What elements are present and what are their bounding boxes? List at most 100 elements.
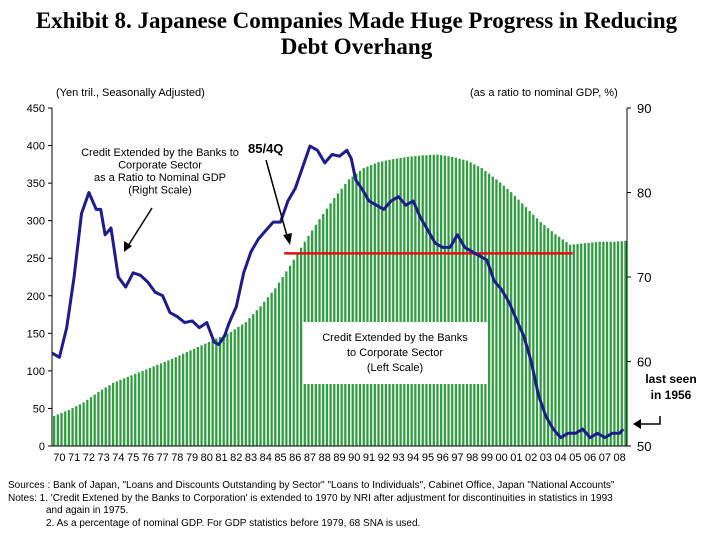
- x-tick-label-6: 76: [142, 452, 154, 464]
- bar-14: [104, 387, 107, 446]
- left-tick-label-7: 350: [27, 178, 45, 190]
- bar-annotation-line-1: to Corporate Sector: [347, 347, 443, 359]
- bar-10: [89, 397, 93, 446]
- x-tick-label-31: 01: [510, 452, 522, 464]
- bar-122: [502, 185, 505, 447]
- bar-9: [86, 399, 89, 446]
- bar-64: [288, 265, 292, 446]
- bar-150: [605, 241, 609, 446]
- bar-55: [255, 310, 259, 446]
- bar-41: [204, 343, 207, 446]
- title-line-1: Exhibit 8. Japanese Companies Made Huge …: [35, 8, 678, 33]
- x-tick-label-35: 05: [569, 452, 581, 464]
- bar-56: [259, 306, 262, 446]
- bar-97: [410, 156, 413, 446]
- bar-21: [130, 375, 133, 446]
- x-tick-label-12: 82: [230, 452, 242, 464]
- bar-8: [82, 402, 85, 446]
- bar-105: [440, 155, 443, 446]
- bar-123: [506, 188, 509, 446]
- bar-145: [587, 242, 590, 446]
- left-tick-label-3: 150: [27, 328, 45, 340]
- x-tick-label-23: 93: [392, 452, 404, 464]
- right-tick-label-4: 90: [637, 101, 651, 116]
- x-tick-label-2: 72: [83, 452, 95, 464]
- bar-17: [115, 381, 118, 446]
- bar-127: [521, 203, 524, 446]
- bar-39: [196, 347, 200, 446]
- bar-16: [111, 382, 115, 446]
- bar-82: [355, 173, 358, 446]
- bar-48: [229, 331, 233, 446]
- ratio-annotation-line-3: (Right Scale): [128, 185, 192, 197]
- bar-133: [543, 225, 546, 446]
- ref-annotation-arrow-head: [283, 233, 292, 245]
- bar-111: [462, 159, 465, 446]
- bar-61: [277, 282, 281, 446]
- last-seen-arrow-line: [640, 416, 661, 425]
- bar-23: [137, 372, 141, 446]
- x-tick-label-17: 87: [304, 452, 316, 464]
- bar-80: [347, 179, 351, 447]
- bar-15: [108, 385, 111, 446]
- bar-96: [406, 156, 410, 446]
- bar-109: [454, 157, 458, 446]
- note-2: 2. As a percentage of nominal GDP. For G…: [46, 517, 421, 529]
- bar-132: [539, 222, 542, 446]
- bar-86: [369, 165, 373, 446]
- x-tick-label-26: 96: [437, 452, 449, 464]
- bar-62: [281, 277, 284, 446]
- bar-11: [93, 394, 96, 446]
- bar-4: [67, 409, 71, 446]
- bar-129: [528, 210, 531, 446]
- left-tick-label-6: 300: [27, 216, 45, 228]
- bar-130: [532, 214, 535, 446]
- x-tick-label-9: 79: [186, 452, 198, 464]
- bar-49: [233, 329, 236, 446]
- ref-annotation-arrow-line: [265, 159, 288, 237]
- bar-140: [569, 244, 572, 446]
- bar-27: [152, 366, 155, 446]
- bar-110: [458, 158, 461, 446]
- bar-94: [399, 157, 402, 446]
- bar-12: [97, 391, 100, 446]
- bar-99: [417, 155, 421, 446]
- x-tick-label-20: 90: [348, 452, 360, 464]
- note-1-line-2: and again in 1975.: [46, 505, 129, 516]
- bar-98: [414, 156, 417, 446]
- x-tick-label-22: 92: [378, 452, 390, 464]
- last-seen-annotation-line-0: last seen: [645, 372, 696, 386]
- bar-117: [484, 170, 487, 446]
- x-tick-label-1: 71: [68, 452, 80, 464]
- x-tick-label-32: 02: [525, 452, 537, 464]
- bar-142: [576, 243, 579, 446]
- bar-135: [550, 231, 553, 446]
- bar-78: [340, 188, 343, 447]
- bar-43: [211, 340, 214, 446]
- bar-151: [609, 241, 612, 446]
- bar-19: [123, 378, 126, 446]
- bar-38: [193, 348, 196, 446]
- bar-45: [218, 336, 222, 446]
- title-line-2: Debt Overhang: [280, 34, 433, 59]
- bar-112: [465, 160, 469, 446]
- last-seen-annotation-line-1: in 1956: [651, 388, 692, 402]
- bar-series: [53, 154, 627, 447]
- bar-35: [182, 353, 185, 446]
- ratio-annotation-arrow-head: [124, 241, 132, 252]
- bar-147: [594, 242, 598, 446]
- x-tick-label-8: 78: [171, 452, 183, 464]
- bar-155: [624, 240, 627, 446]
- bar-88: [377, 162, 380, 446]
- last-seen-arrow-head: [633, 419, 641, 429]
- bar-46: [222, 335, 225, 446]
- bar-47: [226, 333, 229, 446]
- bar-66: [296, 253, 299, 446]
- bar-3: [64, 411, 67, 446]
- bar-37: [189, 350, 192, 446]
- bar-153: [616, 241, 620, 446]
- ref-annotation-label: 85/4Q: [248, 141, 283, 156]
- bar-128: [524, 207, 528, 446]
- bar-134: [546, 228, 550, 446]
